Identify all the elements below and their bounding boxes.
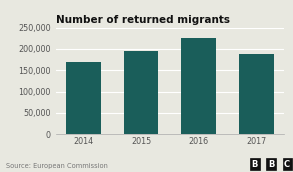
Text: B: B <box>268 160 274 169</box>
Bar <box>124 51 159 134</box>
Bar <box>181 38 216 134</box>
Bar <box>239 54 274 134</box>
Text: Source: European Commission: Source: European Commission <box>6 163 108 169</box>
Text: C: C <box>284 160 290 169</box>
Bar <box>66 62 101 134</box>
Text: B: B <box>252 160 258 169</box>
Text: Number of returned migrants: Number of returned migrants <box>56 15 230 25</box>
